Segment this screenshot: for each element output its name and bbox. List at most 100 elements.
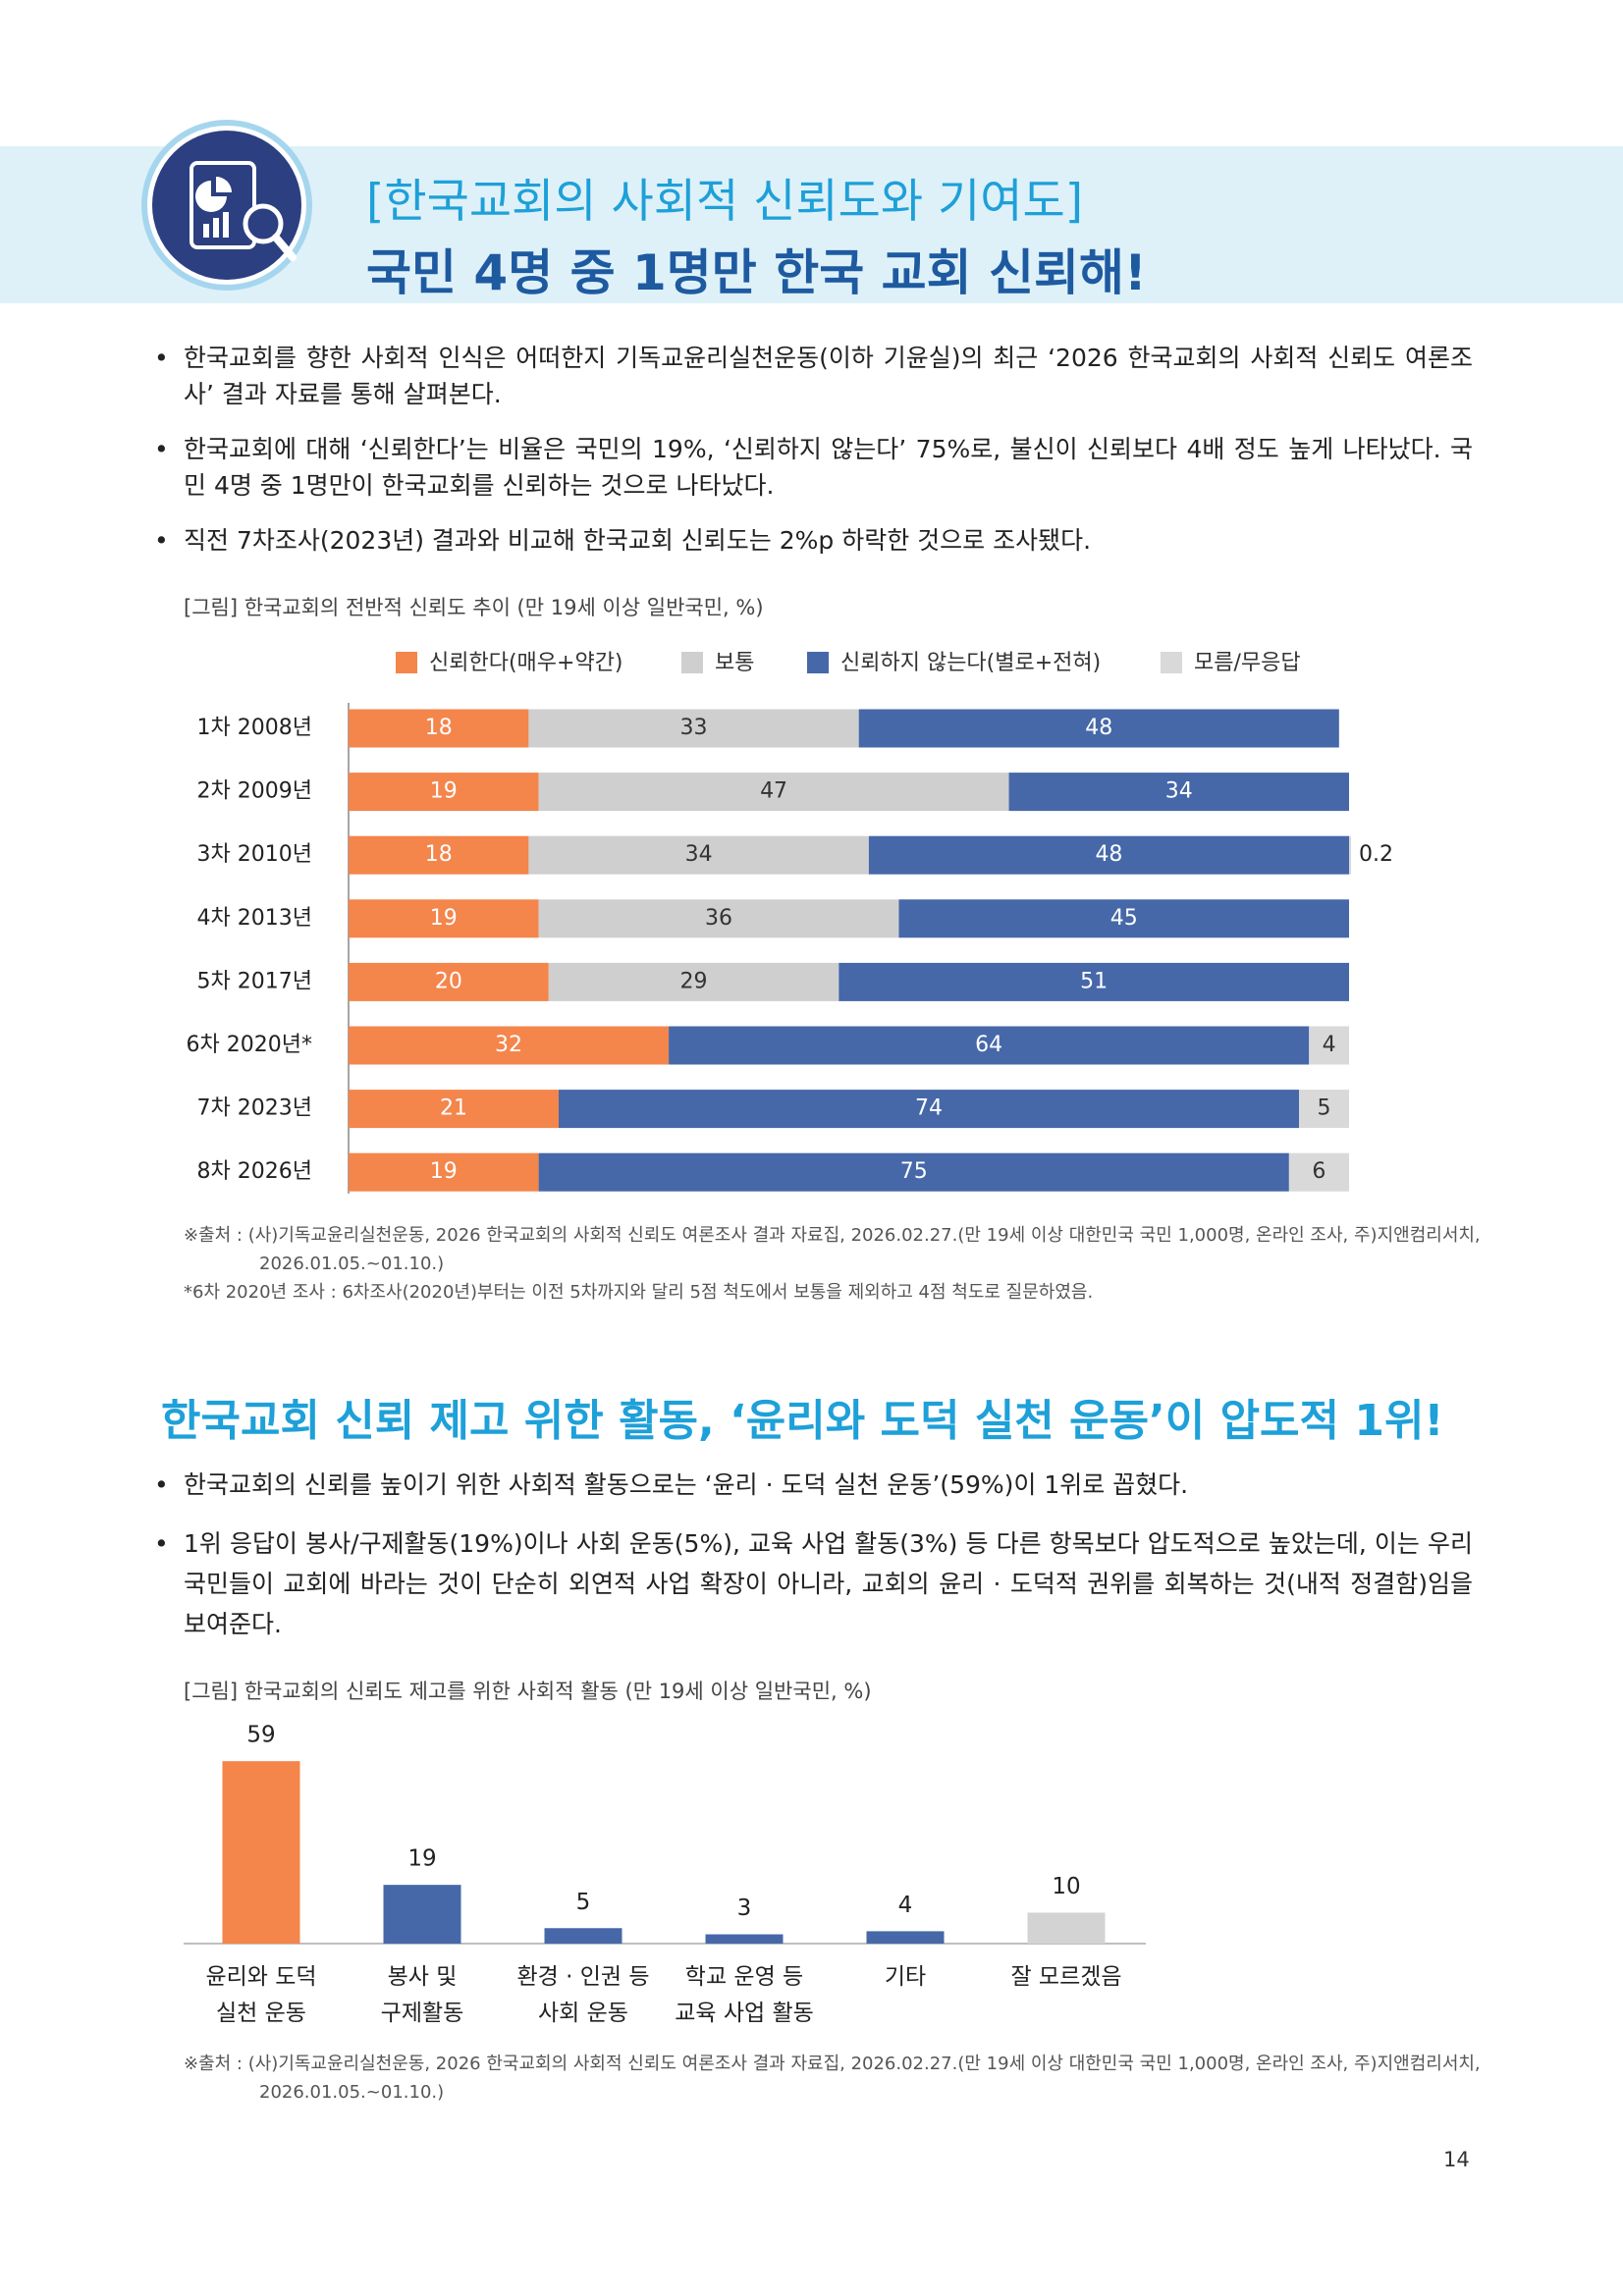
value-label: 4	[1323, 1033, 1336, 1057]
value-label: 6	[1312, 1159, 1325, 1184]
bar	[544, 1928, 622, 1944]
chart-title: [그림] 한국교회의 신뢰도 제고를 위한 사회적 활동 (만 19세 이상 일…	[184, 1680, 872, 1703]
bar-segment	[1008, 773, 1349, 812]
row-label: 8차 2026년	[197, 1159, 312, 1184]
bar	[866, 1931, 945, 1944]
value-label: 5	[1318, 1096, 1331, 1121]
row-label: 1차 2008년	[197, 716, 312, 740]
bar-segment	[1309, 1026, 1349, 1065]
value-label: 0.2	[1359, 842, 1393, 867]
value-label: 75	[900, 1159, 928, 1184]
legend-label: 보통	[715, 651, 754, 675]
legend-swatch	[807, 652, 829, 673]
category-label: 잘 모르겠음	[1010, 1964, 1122, 1990]
icon-circle	[152, 131, 301, 280]
row-label: 7차 2023년	[197, 1096, 312, 1121]
bar	[1027, 1912, 1106, 1944]
value-label: 47	[760, 779, 787, 804]
category-label: 봉사 및 구제활동	[380, 1964, 464, 2026]
bar-segment	[349, 1152, 539, 1192]
legend-swatch	[681, 652, 703, 673]
row-label: 6차 2020년*	[187, 1033, 312, 1057]
value-label: 33	[680, 716, 708, 740]
bar-segment	[538, 1152, 1289, 1192]
value-label: 45	[1110, 906, 1138, 931]
header-title: [한국교회의 사회적 신뢰도와 기여도]	[366, 175, 1084, 229]
value-label: 64	[975, 1033, 1002, 1057]
bullet: 한국교회의 신뢰를 높이기 위한 사회적 활동으로는 ‘윤리 · 도덕 실천 운…	[154, 1465, 1473, 1505]
value-label: 29	[680, 969, 708, 993]
row-label: 4차 2013년	[197, 906, 312, 931]
bar-segment	[349, 899, 539, 938]
page-number: 14	[1443, 2148, 1470, 2171]
legend-label: 모름/무응답	[1194, 651, 1301, 675]
bar-segment	[349, 835, 529, 875]
value-label: 20	[435, 969, 462, 993]
value-label: 10	[1052, 1874, 1080, 1899]
category-label: 학교 운영 등 교육 사업 활동	[675, 1964, 814, 2026]
value-label: 18	[425, 716, 453, 740]
header-headline: 국민 4명 중 1명만 한국 교회 신뢰해!	[366, 244, 1147, 301]
note: ※출처 : (사)기독교윤리실천운동, 2026 한국교회의 사회적 신뢰도 여…	[184, 2054, 1481, 2103]
chart-title: [그림] 한국교회의 전반적 신뢰도 추이 (만 19세 이상 일반국민, %)	[184, 596, 764, 619]
value-label: 48	[1085, 716, 1112, 740]
bar-segment	[349, 773, 539, 812]
icon-bar	[213, 218, 219, 238]
note: *6차 2020년 조사 : 6차조사(2020년)부터는 이전 5차까지와 달…	[184, 1282, 1094, 1303]
section-title: 한국교회 신뢰 제고 위한 활동, ‘윤리와 도덕 실천 운동’이 압도적 1위…	[161, 1396, 1444, 1446]
bar-segment	[839, 962, 1349, 1001]
row-label: 2차 2009년	[197, 779, 312, 804]
bar-segment	[538, 899, 899, 938]
value-label: 34	[1165, 779, 1193, 804]
note: ※출처 : (사)기독교윤리실천운동, 2026 한국교회의 사회적 신뢰도 여…	[184, 1225, 1481, 1274]
row-label: 3차 2010년	[197, 842, 312, 867]
bar-segment	[349, 1090, 559, 1129]
icon-bar	[223, 212, 229, 238]
value-label: 19	[407, 1846, 436, 1872]
bar-segment	[528, 709, 859, 748]
value-label: 21	[440, 1096, 467, 1121]
value-label: 19	[430, 1159, 458, 1184]
value-label: 59	[246, 1723, 275, 1748]
bullet: 직전 7차조사(2023년) 결과와 비교해 한국교회 신뢰도는 2%p 하락한…	[154, 522, 1473, 559]
value-label: 18	[425, 842, 453, 867]
bar-segment	[558, 1090, 1300, 1129]
bullet: 한국교회를 향한 사회적 인식은 어떠한지 기독교윤리실천운동(이하 기윤실)의…	[154, 340, 1473, 412]
bullet: 한국교회에 대해 ‘신뢰한다’는 비율은 국민의 19%, ‘신뢰하지 않는다’…	[154, 431, 1473, 504]
bar-segment	[1349, 835, 1352, 875]
bar-segment	[349, 962, 549, 1001]
value-label: 48	[1095, 842, 1122, 867]
value-label: 32	[495, 1033, 522, 1057]
value-label: 5	[576, 1890, 591, 1915]
bar-segment	[1299, 1090, 1349, 1129]
icon-doc	[189, 161, 256, 249]
bar-segment	[858, 709, 1339, 748]
legend-swatch	[396, 652, 417, 673]
icon-pie	[195, 181, 227, 212]
value-label: 19	[430, 906, 458, 931]
bar	[383, 1885, 461, 1944]
icon-pie-slice	[216, 177, 232, 192]
value-label: 36	[705, 906, 732, 931]
bar-segment	[868, 835, 1349, 875]
value-label: 34	[685, 842, 713, 867]
bar-segment	[528, 835, 869, 875]
bar	[705, 1934, 784, 1944]
legend-label: 신뢰하지 않는다(별로+전혀)	[840, 651, 1101, 675]
bar-segment	[898, 899, 1349, 938]
value-label: 51	[1080, 969, 1108, 993]
category-label: 윤리와 도덕 실천 운동	[205, 1964, 317, 2026]
bullet: 1위 응답이 봉사/구제활동(19%)이나 사회 운동(5%), 교육 사업 활…	[154, 1523, 1473, 1644]
value-label: 4	[898, 1893, 913, 1918]
row-label: 5차 2017년	[197, 969, 312, 993]
category-label: 환경 · 인권 등 사회 운동	[516, 1964, 650, 2026]
value-label: 19	[430, 779, 458, 804]
icon-handle	[272, 234, 297, 261]
bar-segment	[349, 1026, 670, 1065]
bullet-list: 한국교회의 신뢰를 높이기 위한 사회적 활동으로는 ‘윤리 · 도덕 실천 운…	[154, 1465, 1473, 1663]
bar-segment	[349, 709, 529, 748]
bar-segment	[548, 962, 839, 1001]
icon-lens	[243, 203, 284, 244]
